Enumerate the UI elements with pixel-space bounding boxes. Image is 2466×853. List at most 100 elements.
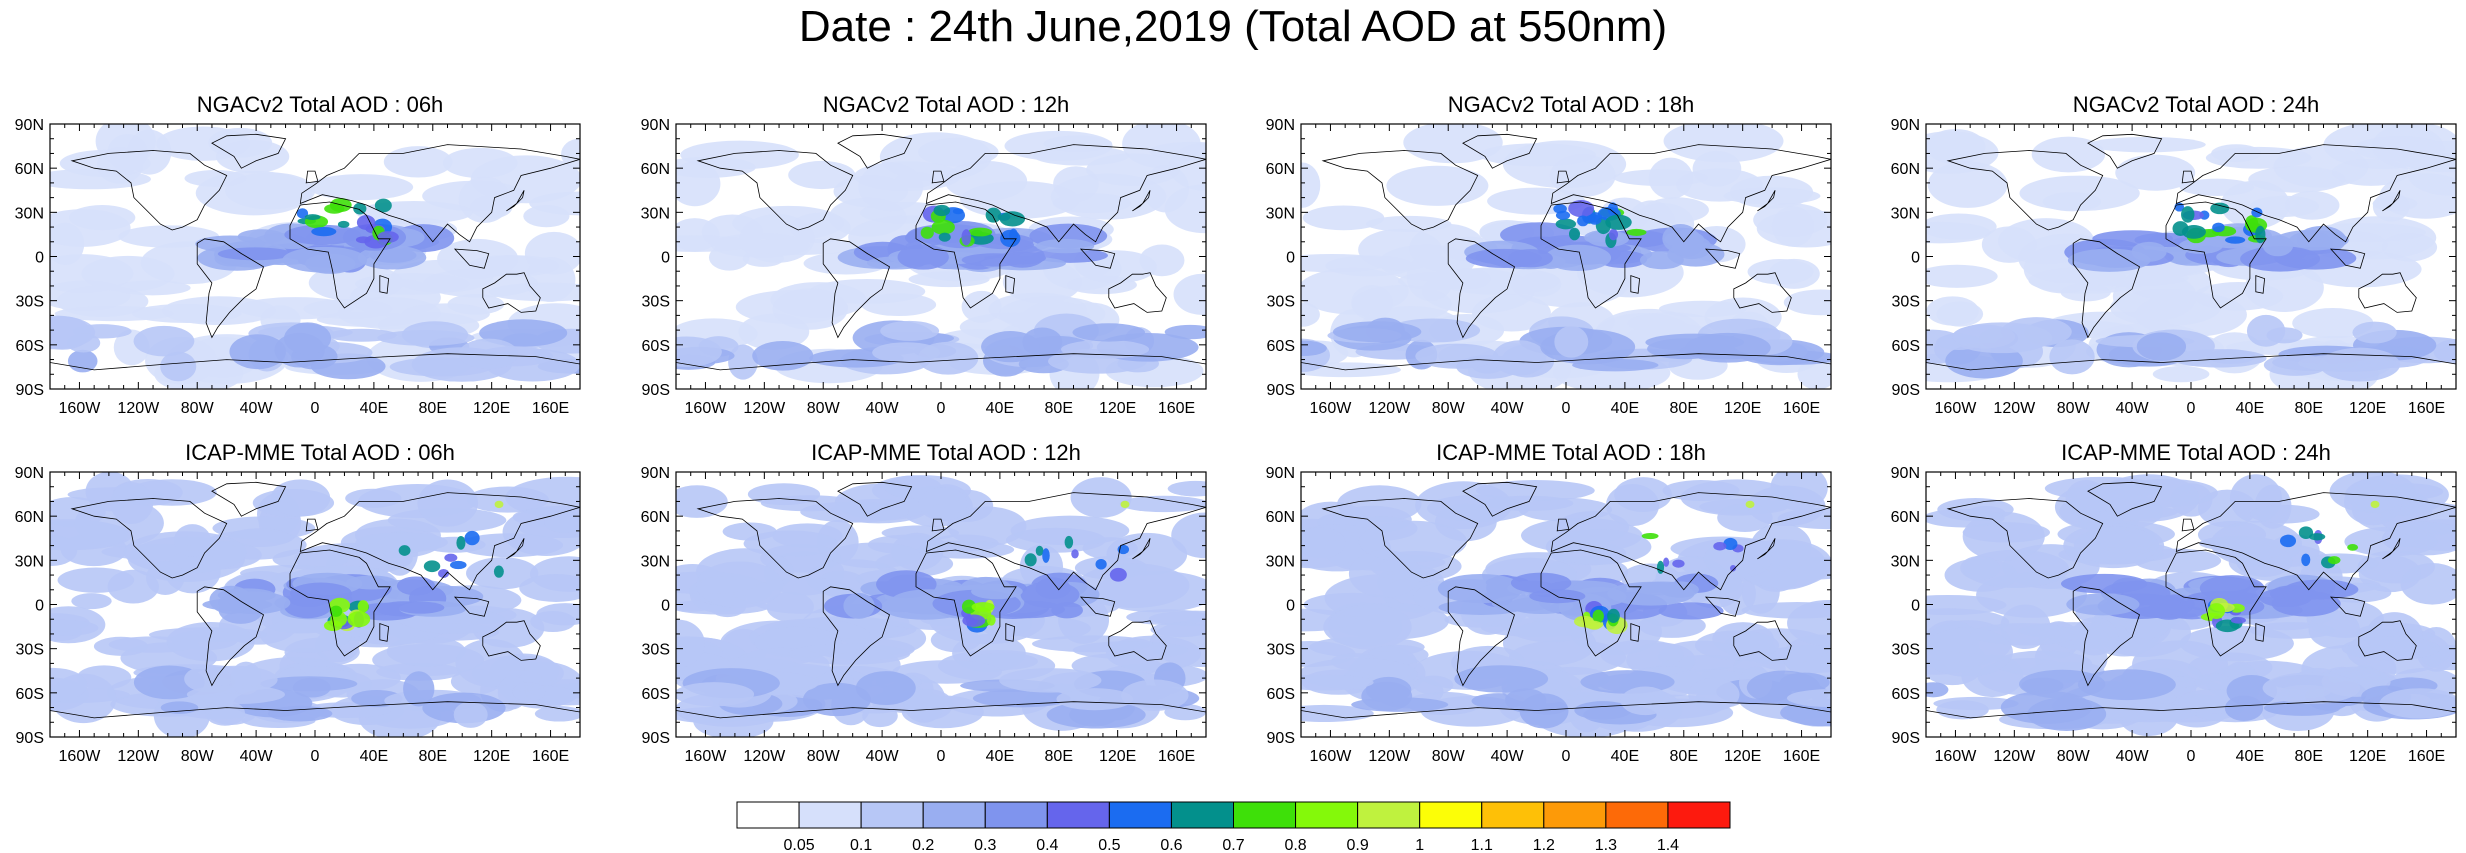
lon-tick-label: 160E (1783, 400, 1820, 417)
coastline (2181, 170, 2195, 184)
coastline (299, 492, 580, 591)
lon-tick-label: 120E (2349, 748, 2386, 765)
aod-contour (1301, 162, 1321, 208)
aod-contour (1437, 573, 1524, 604)
panel-title: ICAP-MME Total AOD : 18h (1436, 440, 1706, 465)
aod-field (676, 472, 1206, 737)
aod-contour (1072, 323, 1146, 342)
aod-contour (1046, 701, 1146, 729)
aod-contour (858, 162, 924, 212)
coastline (2255, 275, 2266, 294)
lat-tick-label: 90N (641, 465, 670, 482)
coastline (305, 170, 319, 184)
map-plot: 90N 60N 30N 0 30S 60S 90S 160W 120W 80W 40W 0 40E 80E… (15, 465, 581, 765)
aod-contour (1641, 532, 1659, 540)
aod-contour (228, 528, 292, 548)
lat-tick-label: 90S (642, 730, 670, 747)
aod-contour (71, 593, 112, 610)
aod-contour (353, 202, 367, 215)
aod-contour (2381, 233, 2438, 262)
map-plot: 90N 60N 30N 0 30S 60S 90S 160W 120W 80W 40W 0 40E 80E… (641, 117, 1207, 417)
aod-contour (962, 614, 986, 628)
aod-contour (1301, 527, 1346, 559)
lat-tick-label: 60S (1892, 338, 1920, 355)
coastline (915, 201, 1017, 309)
aod-contour (67, 349, 98, 373)
aod-contour (676, 682, 755, 707)
aod-contour (1479, 143, 1596, 167)
coastline (1301, 353, 1831, 389)
aod-contour (861, 293, 937, 317)
aod-contour (743, 530, 838, 557)
aod-contour (229, 334, 287, 370)
map-panel: ICAP-MME Total AOD : 18h 90N 60N 30N 0 30S 60S… (1266, 440, 1832, 765)
lon-tick-label: 160E (532, 748, 569, 765)
aod-contour (450, 560, 467, 570)
aod-contour (1723, 537, 1738, 550)
lat-tick-label: 0 (1911, 250, 1920, 267)
aod-contour (292, 677, 331, 698)
lat-tick-label: 60N (1891, 509, 1920, 526)
aod-contour (270, 479, 331, 517)
aod-contour (54, 306, 174, 322)
colorbar-label: 1.2 (1533, 837, 1555, 853)
lat-tick-label: 60N (641, 161, 670, 178)
lat-tick-label: 30S (16, 294, 44, 311)
aod-contour (1555, 210, 1571, 220)
aod-contour (2347, 543, 2359, 551)
aod-contour (311, 226, 337, 237)
aod-contour (961, 253, 1026, 267)
lat-tick-label: 30N (1891, 205, 1920, 222)
aod-field (1926, 472, 2456, 737)
lon-tick-label: 120W (117, 748, 160, 765)
aod-contour (971, 602, 995, 612)
lat-tick-label: 90S (642, 382, 670, 399)
aod-contour (2327, 556, 2341, 565)
aod-contour (1121, 679, 1189, 711)
aod-contour (1545, 529, 1652, 565)
aod-contour (1960, 555, 2001, 581)
lat-tick-label: 90N (1891, 117, 1920, 134)
aod-contour (790, 212, 851, 244)
coastline (1757, 190, 1776, 212)
lat-tick-label: 0 (661, 598, 670, 615)
aod-contour (438, 568, 450, 578)
coastline (2087, 481, 2163, 517)
lon-tick-label: 120E (2349, 400, 2386, 417)
aod-contour (397, 601, 445, 614)
colorbar-swatch (1233, 801, 1297, 829)
coastline (482, 620, 541, 661)
aod-contour (512, 682, 546, 702)
aod-contour (1626, 228, 1647, 236)
aod-contour (50, 519, 129, 551)
figure-title: Date : 24th June,2019 (Total AOD at 550n… (798, 2, 1668, 51)
lat-tick-label: 30N (641, 553, 670, 570)
lon-tick-label: 40W (240, 748, 274, 765)
aod-contour (1109, 567, 1127, 582)
aod-contour (1035, 238, 1095, 254)
aod-contour (377, 329, 475, 346)
aod-contour (933, 204, 951, 217)
aod-contour (453, 701, 488, 728)
coastline (1321, 150, 1479, 231)
aod-contour (2379, 688, 2456, 719)
lat-tick-label: 90S (1267, 382, 1295, 399)
aod-contour (2255, 225, 2266, 244)
lat-tick-label: 60N (1266, 161, 1295, 178)
aod-contour (561, 138, 580, 170)
coastline (1005, 275, 1016, 294)
lon-tick-label: 0 (2187, 400, 2196, 417)
lon-tick-label: 40W (1491, 748, 1525, 765)
aod-contour (2274, 229, 2349, 251)
aod-contour (676, 619, 705, 668)
lon-tick-label: 40E (1611, 748, 1639, 765)
aod-contour (205, 700, 246, 726)
lon-tick-label: 160W (685, 400, 728, 417)
coastline (453, 248, 490, 269)
coastline (196, 586, 264, 687)
coastline (676, 353, 1206, 389)
aod-contour (1301, 674, 1374, 691)
coastline (1946, 150, 2104, 231)
aod-contour (1150, 622, 1206, 638)
colorbar-swatch (1543, 801, 1607, 829)
